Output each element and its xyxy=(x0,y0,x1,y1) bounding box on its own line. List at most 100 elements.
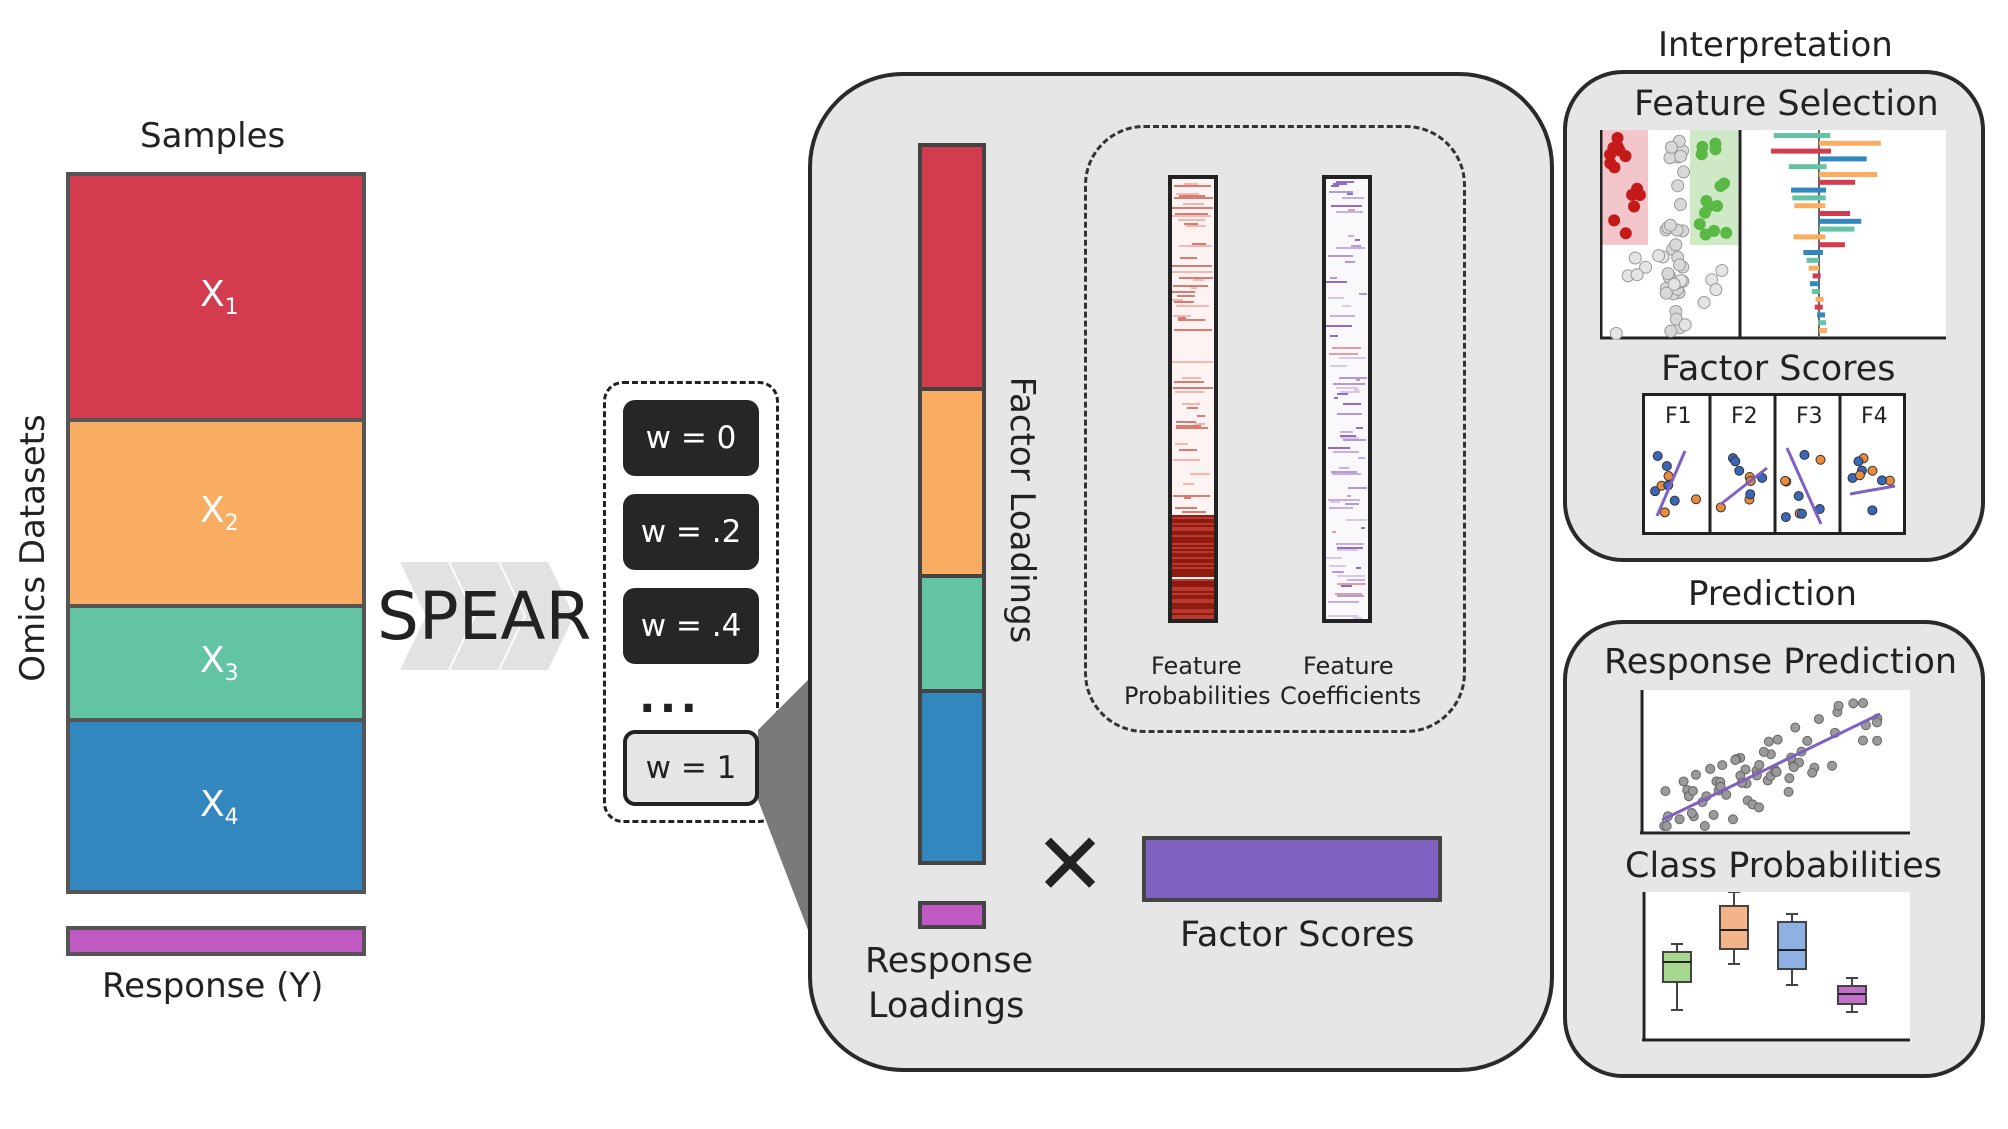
dataset-x3-name: X xyxy=(200,640,225,681)
heatmap-cell xyxy=(1334,397,1338,399)
response-prediction-label: Response Prediction xyxy=(1604,642,1958,682)
heatmap-cell xyxy=(1178,219,1205,221)
heatmap-cell xyxy=(1328,447,1350,449)
heatmap-cell xyxy=(1172,569,1214,571)
heatmap-cell xyxy=(1336,181,1354,183)
heatmap-cell xyxy=(1172,611,1214,613)
heatmap-cell xyxy=(1172,599,1214,601)
dataset-x3-sub: 3 xyxy=(224,661,239,687)
plot-point xyxy=(1872,717,1883,728)
plot-point xyxy=(1853,456,1864,467)
heatmap-cell xyxy=(1333,451,1359,453)
plot-point xyxy=(1857,735,1868,746)
heatmap-cell xyxy=(1179,277,1213,279)
plot-point xyxy=(1802,735,1813,746)
heatmap-cell xyxy=(1337,575,1365,577)
heatmap-cell xyxy=(1197,415,1205,417)
plot-bar xyxy=(1819,140,1881,146)
heatmap-cell xyxy=(1172,533,1214,535)
heatmap-cell xyxy=(1172,519,1214,521)
plot-bar xyxy=(1812,273,1821,279)
feature-coefficients-label-2: Coefficients xyxy=(1280,682,1422,710)
heatmap-cell xyxy=(1182,511,1206,513)
heatmap-cell xyxy=(1328,297,1344,299)
heatmap-cell xyxy=(1173,315,1191,317)
heatmap-cell xyxy=(1339,467,1349,469)
heatmap-cell xyxy=(1348,209,1355,211)
heatmap-cell xyxy=(1195,423,1205,425)
plot-point xyxy=(1730,754,1741,765)
heatmap-cell xyxy=(1353,617,1362,619)
heatmap-cell xyxy=(1173,285,1208,287)
plot-point xyxy=(1784,773,1795,784)
heatmap-cell xyxy=(1172,571,1214,573)
plot-bar xyxy=(1819,328,1827,333)
weight-option-0[interactable]: w = 0 xyxy=(623,400,759,476)
heatmap-cell xyxy=(1176,305,1209,307)
plot-point xyxy=(1833,700,1844,711)
plot-bar xyxy=(1791,187,1826,193)
plot-point xyxy=(1667,277,1681,291)
heatmap-cell xyxy=(1175,213,1208,215)
feature-coefficients-heatmap xyxy=(1322,175,1372,623)
heatmap-cell xyxy=(1354,389,1359,391)
plot-bar xyxy=(1815,296,1824,302)
dataset-x4-sub: 4 xyxy=(224,805,239,831)
heatmap-cell xyxy=(1172,291,1195,293)
plot-bar xyxy=(1793,234,1826,240)
heatmap-cell xyxy=(1333,383,1365,385)
weight-option-04[interactable]: w = .4 xyxy=(623,588,759,664)
weight-ellipsis: ... xyxy=(638,672,702,723)
heatmap-cell xyxy=(1348,235,1354,237)
weight-option-02[interactable]: w = .2 xyxy=(623,494,759,570)
plot-point xyxy=(1698,206,1711,219)
plot-point xyxy=(1664,324,1678,338)
heatmap-cell xyxy=(1172,517,1214,519)
plot-point xyxy=(1753,802,1764,813)
plot-bar xyxy=(1803,250,1823,255)
heatmap-cell xyxy=(1172,549,1214,551)
heatmap-cell xyxy=(1173,387,1213,389)
dataset-x1-sub: 1 xyxy=(224,295,239,321)
factor-tab-f4: F4 xyxy=(1861,404,1888,429)
plot-bar xyxy=(1818,320,1827,326)
heatmap-cell xyxy=(1172,589,1214,591)
plot-point xyxy=(1854,470,1865,481)
heatmap-cell xyxy=(1172,581,1214,583)
plot-point xyxy=(1650,486,1661,497)
response-bar xyxy=(66,926,366,956)
heatmap-cell xyxy=(1182,377,1201,379)
plot-point xyxy=(1699,821,1710,831)
weight-option-1[interactable]: w = 1 xyxy=(623,730,759,806)
plot-bar xyxy=(1808,265,1819,271)
heatmap-cell xyxy=(1172,597,1214,599)
heatmap-cell xyxy=(1341,585,1352,587)
plot-point xyxy=(1711,199,1724,212)
heatmap-cell xyxy=(1347,579,1365,581)
plot-point xyxy=(1690,769,1701,780)
heatmap-cell xyxy=(1330,277,1337,279)
heatmap-cell xyxy=(1176,421,1196,423)
heatmap-cell xyxy=(1172,299,1183,301)
plot-bar xyxy=(1794,203,1826,209)
heatmap-cell xyxy=(1172,617,1214,619)
plot-point xyxy=(1697,295,1711,309)
plot-point xyxy=(1678,776,1689,787)
heatmap-cell xyxy=(1172,573,1214,575)
heatmap-cell xyxy=(1179,449,1197,451)
plot-bar xyxy=(1817,312,1826,318)
heatmap-cell xyxy=(1182,403,1200,405)
plot-point xyxy=(1633,188,1646,201)
heatmap-cell xyxy=(1183,483,1194,485)
heatmap-cell xyxy=(1172,595,1214,597)
plot-bar xyxy=(1814,304,1823,310)
feature-heatmap-frame xyxy=(1084,125,1466,733)
plot-point xyxy=(1720,226,1733,239)
dataset-x2-sub: 2 xyxy=(224,511,239,537)
plot-point xyxy=(1780,512,1791,523)
heatmap-cell xyxy=(1174,381,1204,383)
plot-point xyxy=(1788,762,1799,773)
plot-bar xyxy=(1819,156,1867,162)
plot-point xyxy=(1727,814,1738,825)
heatmap-cell xyxy=(1336,543,1364,545)
